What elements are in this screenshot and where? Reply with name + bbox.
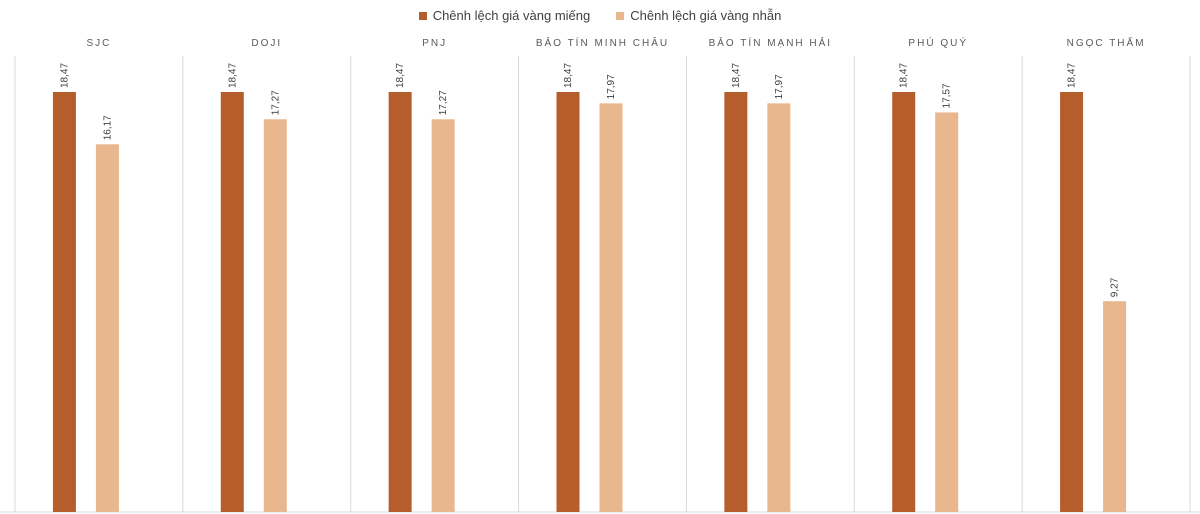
category-label: DOJI: [251, 38, 282, 49]
data-label: 18,47: [395, 63, 406, 88]
legend: Chênh lệch giá vàng miếng Chênh lệch giá…: [0, 8, 1200, 23]
bar: [1103, 301, 1127, 512]
bar: [52, 92, 76, 512]
data-label: 18,47: [563, 63, 574, 88]
bar: [935, 112, 959, 512]
data-label: 18,47: [227, 63, 238, 88]
legend-swatch-ring-gold: [616, 11, 625, 20]
data-label: 18,47: [1067, 63, 1078, 88]
bar: [599, 103, 623, 513]
data-label: 16,17: [102, 115, 113, 140]
data-label: 17,27: [270, 90, 281, 115]
category-label: BẢO TÍN MẠNH HẢI: [709, 36, 833, 49]
legend-item-bar-gold: Chênh lệch giá vàng miếng: [418, 8, 591, 23]
category-label: BẢO TÍN MINH CHÂU: [536, 36, 669, 49]
legend-swatch-bar-gold: [418, 11, 427, 20]
category-label: SJC: [86, 38, 111, 49]
legend-label-bar-gold: Chênh lệch giá vàng miếng: [432, 8, 591, 23]
bar: [431, 119, 455, 513]
data-label: 9,27: [1110, 277, 1121, 297]
bar: [1060, 92, 1084, 512]
data-label: 18,47: [899, 63, 910, 88]
bar: [388, 92, 412, 512]
category-label: NGỌC THẨM: [1067, 36, 1146, 49]
category-label: PNJ: [422, 38, 447, 49]
category-label: PHÚ QUÝ: [908, 36, 968, 49]
bar: [263, 119, 287, 513]
bar: [892, 92, 916, 512]
data-label: 17,27: [438, 90, 449, 115]
legend-item-ring-gold: Chênh lệch giá vàng nhẫn: [616, 8, 781, 23]
data-label: 18,47: [731, 63, 742, 88]
data-label: 17,97: [606, 74, 617, 99]
data-label: 18,47: [59, 63, 70, 88]
data-label: 17,57: [942, 83, 953, 108]
legend-label-ring-gold: Chênh lệch giá vàng nhẫn: [630, 8, 782, 23]
bar: [220, 92, 244, 512]
data-label: 17,97: [774, 74, 785, 99]
bar: [556, 92, 580, 512]
bar: [767, 103, 791, 513]
bar: [724, 92, 748, 512]
bar: [95, 144, 119, 512]
